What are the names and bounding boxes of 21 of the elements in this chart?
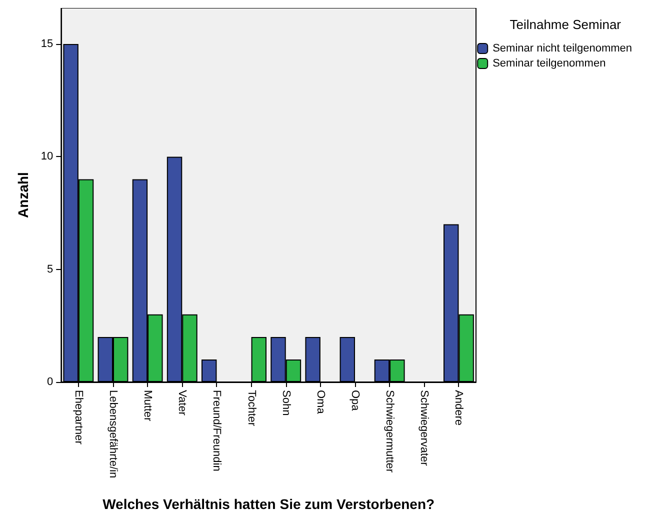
- x-tick-label: Schwiegervater: [418, 390, 430, 466]
- legend-label: Seminar teilgenommen: [492, 58, 606, 70]
- legend-label: Seminar nicht teilgenommen: [492, 42, 632, 54]
- x-tick-label: Sohn: [280, 390, 292, 416]
- x-axis-title: Welches Verhältnis hatten Sie zum Verstorbenen?: [102, 496, 435, 512]
- legend-title: Teilnahme Seminar: [510, 17, 622, 32]
- x-tick-label: Oma: [314, 390, 326, 415]
- y-tick-label: 0: [47, 376, 54, 388]
- y-tick-label: 5: [47, 263, 54, 276]
- x-tick-label: Opa: [349, 390, 361, 412]
- x-tick-label: Mutter: [142, 390, 154, 422]
- x-tick-label: Schwiegermutter: [384, 390, 396, 473]
- x-tick-label: Lebensgefährte/in: [106, 390, 119, 478]
- x-tick-label: Andere: [452, 390, 465, 426]
- x-tick-label: Ehepartner: [72, 390, 84, 445]
- y-tick-label: 15: [40, 38, 54, 50]
- x-tick-label: Tochter: [245, 390, 258, 426]
- y-tick-label: 10: [40, 150, 54, 163]
- y-axis-title: Anzahl: [15, 172, 31, 218]
- x-tick-label: Freund/Freundin: [210, 390, 223, 472]
- x-tick-label: Vater: [176, 390, 188, 416]
